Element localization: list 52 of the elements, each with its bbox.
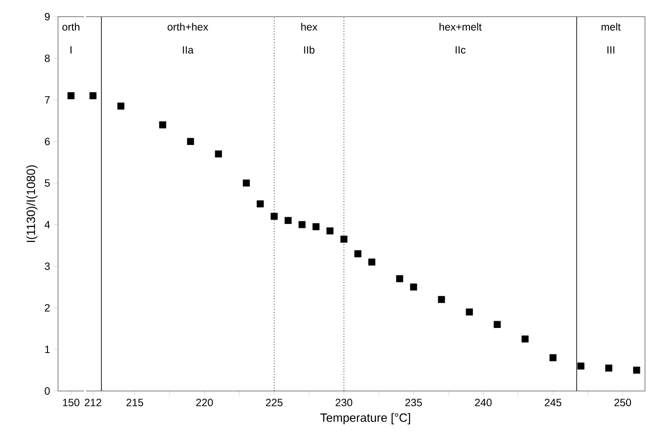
x-tick-label: 215 bbox=[126, 398, 144, 406]
text: melt III bbox=[602, 22, 621, 54]
point bbox=[368, 258, 376, 266]
x-axis-title: Temperature [°C] bbox=[320, 413, 410, 424]
point bbox=[396, 275, 404, 282]
point bbox=[340, 236, 348, 243]
point bbox=[550, 354, 556, 362]
point bbox=[577, 362, 584, 370]
point bbox=[438, 296, 445, 303]
y-tick-label: 2 bbox=[44, 304, 50, 312]
y-tick-label: 7 bbox=[44, 96, 50, 104]
point bbox=[494, 320, 501, 328]
point bbox=[522, 336, 529, 342]
y-tick-label: 9 bbox=[44, 12, 50, 20]
x-tick-label: 240 bbox=[475, 398, 492, 406]
x-tick-label: 230 bbox=[336, 398, 352, 406]
text: orth I bbox=[62, 22, 80, 54]
x-tick-label: 220 bbox=[196, 398, 213, 406]
x-tick-label: 225 bbox=[266, 398, 283, 406]
y-axis-title: I(1130)/I(1080) bbox=[26, 165, 38, 242]
y-tick-label: 6 bbox=[44, 138, 50, 146]
x-tick-label: 235 bbox=[405, 398, 422, 406]
text: orth+hex IIa bbox=[168, 22, 208, 54]
text: hex IIb bbox=[301, 22, 318, 54]
x-tick-label: 250 bbox=[614, 398, 632, 406]
point bbox=[187, 138, 194, 145]
point bbox=[605, 364, 612, 372]
x-tick-label: 212 bbox=[84, 398, 102, 406]
point bbox=[298, 221, 306, 228]
point bbox=[159, 121, 166, 128]
y-tick-label: 4 bbox=[44, 221, 50, 228]
y-tick-label: 3 bbox=[44, 262, 50, 270]
x-tick-label: 245 bbox=[544, 398, 562, 406]
point bbox=[89, 92, 96, 100]
point bbox=[117, 102, 124, 110]
point bbox=[242, 180, 250, 187]
point bbox=[270, 212, 278, 220]
point bbox=[410, 284, 418, 291]
point bbox=[284, 216, 292, 224]
point bbox=[256, 200, 264, 208]
x-tick-label: 150 bbox=[63, 398, 80, 406]
text: hex+melt IIc bbox=[440, 22, 482, 54]
y-tick-label: 5 bbox=[44, 179, 50, 187]
point bbox=[214, 150, 222, 158]
point bbox=[312, 223, 320, 230]
point bbox=[466, 308, 473, 316]
y-tick-label: 8 bbox=[44, 54, 50, 62]
point bbox=[354, 250, 362, 258]
y-tick-label: 1 bbox=[45, 346, 50, 354]
point bbox=[326, 227, 334, 234]
y-tick-label: 0 bbox=[44, 387, 50, 395]
point bbox=[633, 366, 640, 374]
